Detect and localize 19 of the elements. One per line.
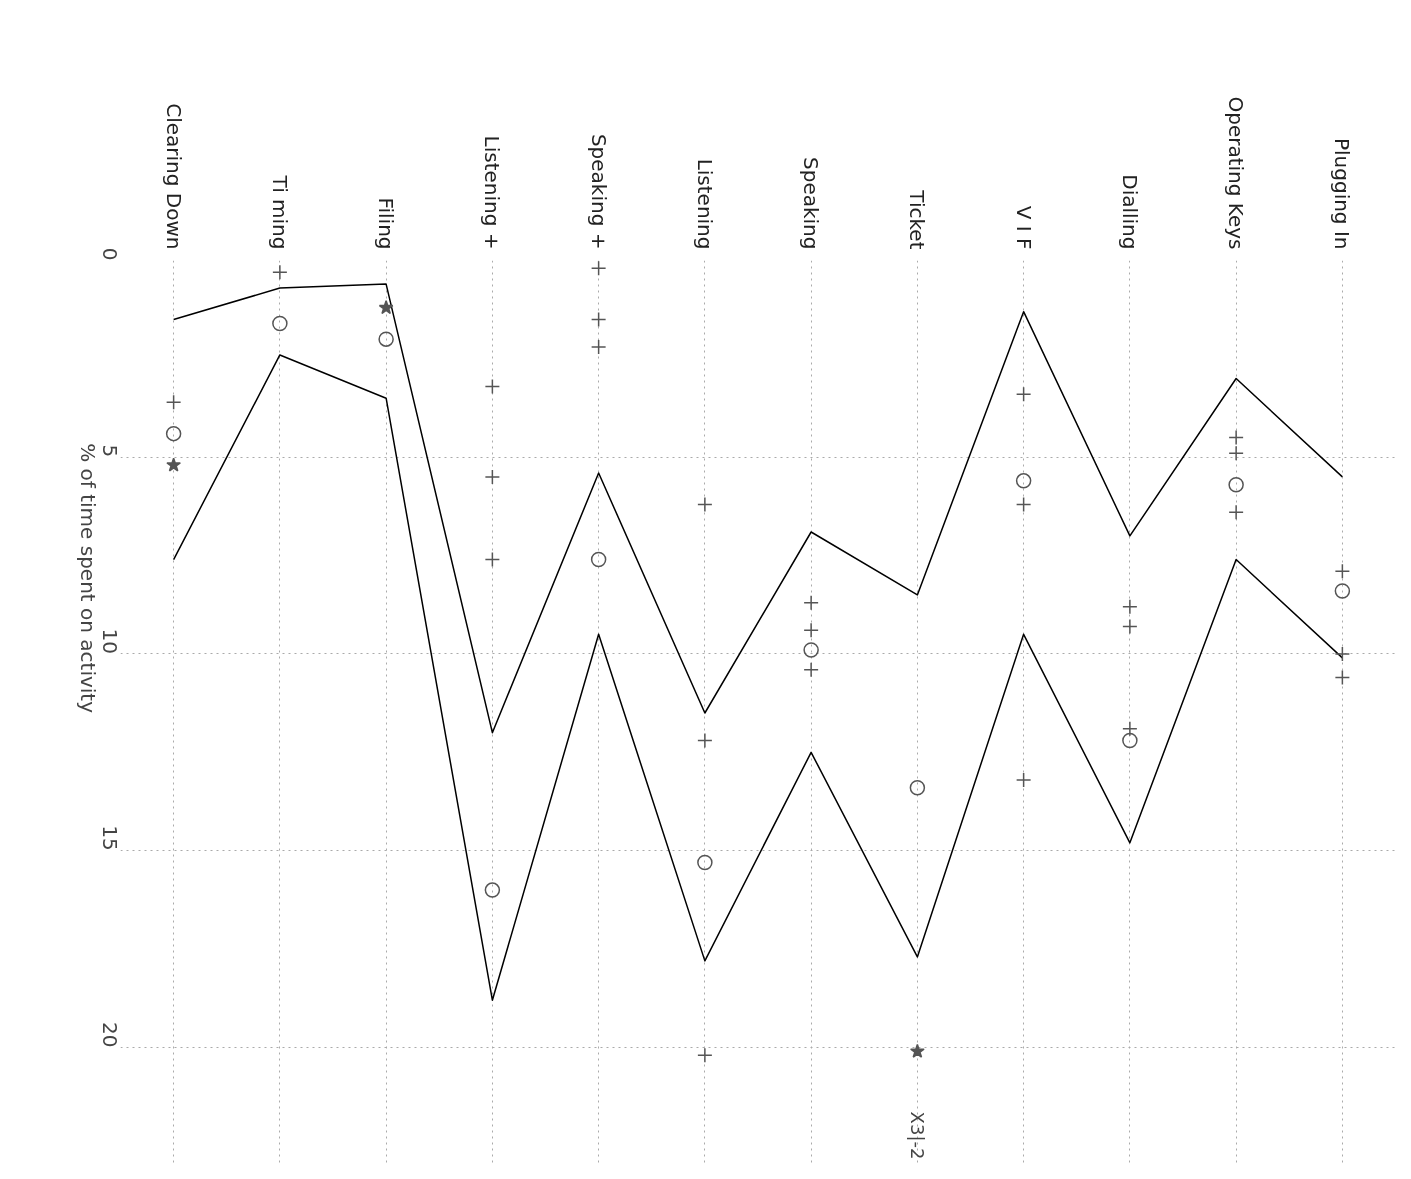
x-tick-label: Filing: [374, 197, 399, 250]
y-tick-label: 10: [97, 628, 122, 654]
x-tick-label: V I F: [1011, 205, 1036, 250]
x-tick-label: Plugging In: [1330, 137, 1355, 250]
y-axis-title: % of time spent on activity: [75, 443, 100, 714]
x-tick-label: Dialling: [1117, 174, 1142, 250]
x-tick-label: Speaking: [799, 157, 824, 250]
x-tick-label: Ti ming: [267, 174, 292, 250]
x-tick-label: Operating Keys: [1224, 96, 1249, 250]
x-tick-label: Listening: [692, 158, 717, 250]
annotation: X3|-2: [906, 1111, 928, 1160]
y-tick-label: 5: [97, 444, 122, 458]
x-tick-label: Listening +: [480, 135, 505, 250]
y-tick-label: 0: [97, 247, 122, 261]
y-tick-label: 20: [97, 1022, 122, 1048]
y-tick-label: 15: [97, 825, 122, 851]
x-tick-label: Ticket: [905, 189, 930, 250]
x-tick-label: Clearing Down: [161, 103, 186, 250]
x-tick-label: Speaking +: [586, 133, 611, 250]
